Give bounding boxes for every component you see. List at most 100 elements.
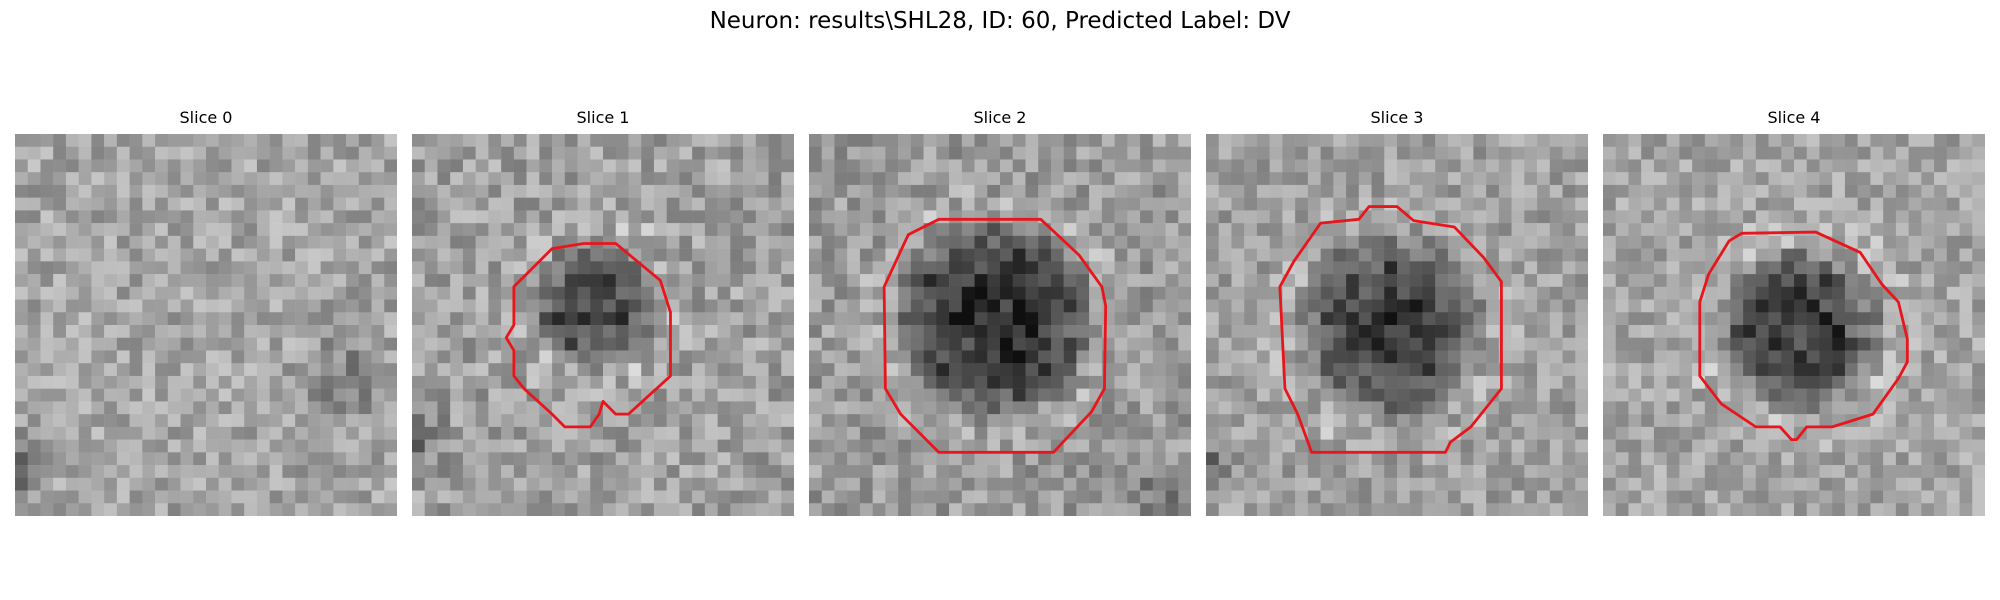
pixel bbox=[1152, 172, 1166, 186]
pixel bbox=[717, 439, 731, 453]
pixel bbox=[564, 223, 578, 237]
pixel bbox=[1959, 401, 1973, 415]
pixel bbox=[1422, 337, 1436, 351]
pixel bbox=[1012, 235, 1026, 249]
pixel bbox=[898, 401, 912, 415]
pixel bbox=[666, 312, 680, 326]
pixel bbox=[167, 223, 181, 237]
pixel bbox=[564, 337, 578, 351]
pixel bbox=[1692, 490, 1706, 504]
pixel bbox=[333, 223, 347, 237]
pixel bbox=[1832, 465, 1846, 479]
pixel bbox=[1422, 426, 1436, 440]
pixel bbox=[910, 299, 924, 313]
pixel bbox=[910, 490, 924, 504]
pixel bbox=[1384, 286, 1398, 300]
pixel bbox=[1844, 210, 1858, 224]
pixel bbox=[1844, 184, 1858, 198]
pixel bbox=[1371, 477, 1385, 491]
pixel bbox=[53, 388, 67, 402]
pixel bbox=[590, 146, 604, 160]
pixel bbox=[1114, 286, 1128, 300]
pixel bbox=[666, 503, 680, 516]
pixel bbox=[1883, 197, 1897, 211]
pixel bbox=[1165, 248, 1179, 262]
pixel bbox=[1114, 299, 1128, 313]
pixel bbox=[333, 299, 347, 313]
pixel bbox=[564, 312, 578, 326]
pixel bbox=[1397, 426, 1410, 440]
pixel bbox=[1333, 388, 1347, 402]
pixel bbox=[1063, 197, 1077, 211]
pixel bbox=[603, 210, 616, 224]
pixel bbox=[1127, 235, 1141, 249]
pixel bbox=[371, 299, 385, 313]
pixel bbox=[949, 503, 963, 516]
pixel bbox=[462, 337, 476, 351]
pixel bbox=[1603, 337, 1616, 351]
pixel bbox=[1384, 274, 1398, 288]
pixel bbox=[949, 274, 963, 288]
pixel bbox=[1768, 312, 1782, 326]
pixel bbox=[590, 375, 604, 389]
pixel bbox=[244, 146, 258, 160]
pixel bbox=[1282, 134, 1296, 147]
pixel bbox=[1422, 477, 1436, 491]
pixel bbox=[218, 490, 232, 504]
pixel bbox=[513, 248, 527, 262]
pixel bbox=[1870, 159, 1884, 173]
pixel bbox=[1089, 375, 1103, 389]
pixel bbox=[809, 134, 822, 147]
pixel bbox=[1524, 197, 1538, 211]
pixel bbox=[1921, 490, 1935, 504]
pixel bbox=[462, 184, 476, 198]
pixel bbox=[206, 261, 219, 275]
pixel bbox=[768, 134, 782, 147]
pixel bbox=[437, 248, 451, 262]
pixel bbox=[628, 350, 642, 364]
pixel bbox=[1089, 452, 1103, 466]
pixel bbox=[15, 325, 28, 338]
pixel bbox=[1511, 223, 1525, 237]
pixel bbox=[1076, 248, 1090, 262]
pixel bbox=[1972, 401, 1985, 415]
pixel bbox=[282, 439, 296, 453]
pixel bbox=[333, 426, 347, 440]
pixel bbox=[1641, 248, 1655, 262]
pixel bbox=[641, 172, 655, 186]
pixel bbox=[1498, 465, 1512, 479]
pixel bbox=[603, 146, 616, 160]
pixel bbox=[539, 350, 553, 364]
pixel bbox=[412, 363, 425, 377]
pixel bbox=[1178, 184, 1191, 198]
pixel bbox=[1231, 248, 1245, 262]
pixel bbox=[1422, 197, 1436, 211]
pixel bbox=[1946, 325, 1960, 338]
pixel bbox=[1870, 503, 1884, 516]
pixel bbox=[1895, 159, 1909, 173]
pixel bbox=[679, 426, 693, 440]
pixel bbox=[1870, 388, 1884, 402]
pixel bbox=[923, 388, 937, 402]
pixel bbox=[552, 184, 566, 198]
pixel bbox=[1218, 325, 1232, 338]
pixel bbox=[1152, 375, 1166, 389]
pixel bbox=[282, 312, 296, 326]
pixel bbox=[488, 363, 502, 377]
pixel bbox=[1295, 325, 1309, 338]
pixel bbox=[590, 477, 604, 491]
pixel bbox=[987, 312, 1001, 326]
pixel bbox=[704, 414, 718, 428]
pixel bbox=[295, 312, 309, 326]
pixel bbox=[1692, 388, 1706, 402]
pixel bbox=[743, 184, 757, 198]
pixel bbox=[167, 146, 181, 160]
pixel bbox=[1397, 375, 1410, 389]
pixel bbox=[206, 350, 219, 364]
pixel bbox=[1666, 146, 1680, 160]
pixel bbox=[180, 274, 194, 288]
pixel bbox=[1089, 490, 1103, 504]
pixel bbox=[1165, 363, 1179, 377]
pixel bbox=[244, 439, 258, 453]
pixel bbox=[193, 235, 207, 249]
